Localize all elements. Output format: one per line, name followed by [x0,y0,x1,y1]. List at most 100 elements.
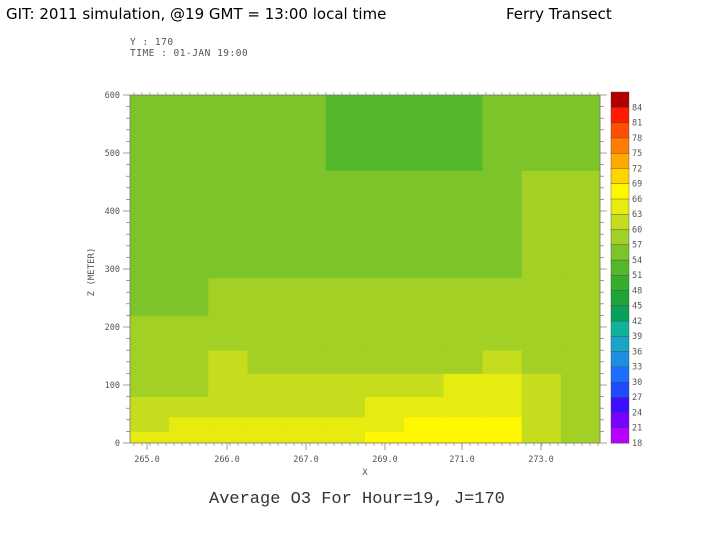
heatmap-cell [325,135,366,171]
colorbar-label: 27 [632,393,642,403]
heatmap-cell [325,315,366,351]
heatmap-cell [130,95,170,136]
heatmap-cell [365,277,405,316]
heatmap-cell [247,242,288,279]
heatmap-cell [247,396,288,418]
heatmap-cell [169,170,209,209]
heatmap-cell [208,135,248,171]
colorbar-label: 72 [632,164,642,174]
x-tick-label: 269.0 [372,455,398,465]
colorbar-label: 84 [632,103,642,113]
heatmap-cell [443,135,483,171]
heatmap-cell [560,431,601,444]
heatmap-cell [560,416,601,432]
heatmap-cell [130,242,170,279]
heatmap-cell [482,396,523,418]
heatmap-cell [521,431,562,444]
heatmap-cell [443,396,483,418]
heatmap-cell [482,135,523,171]
y-tick-label: 0 [115,439,120,449]
colorbar-label: 48 [632,286,642,296]
colorbar-swatch [610,335,630,352]
heatmap-cell [560,95,601,136]
colorbar-label: 78 [632,134,642,144]
heatmap-cell [208,416,248,432]
heatmap-cell [404,431,444,444]
heatmap-cell [286,396,327,418]
heatmap-cell [286,170,327,209]
colorbar-swatch [610,351,630,368]
heatmap-cell [521,277,562,316]
heatmap-cell [247,277,288,316]
heatmap-cell [365,431,405,444]
heatmap-cell [482,373,523,397]
heatmap-cell [521,416,562,432]
heatmap-cell [560,170,601,209]
colorbar-label: 51 [632,271,642,281]
heatmap-cell [521,396,562,418]
heatmap-cell [169,242,209,279]
heatmap-cell [325,170,366,209]
heatmap-cell [169,208,209,244]
heatmap-cell [443,431,483,444]
heatmap-cell [247,416,288,432]
heatmap-cell [482,242,523,279]
heatmap-cell [130,135,170,171]
heatmap-cell [208,95,248,136]
heatmap-cell [286,315,327,351]
heatmap-cell [404,170,444,209]
heatmap-cell [130,396,170,418]
heatmap-cell [208,208,248,244]
heatmap-cell [404,95,444,136]
colorbar-swatch [610,122,630,139]
colorbar-swatch [610,427,630,444]
heatmap-cell [482,277,523,316]
colorbar-label: 18 [632,439,642,449]
heatmap-cell [482,95,523,136]
heatmap-cell [521,208,562,244]
colorbar-swatch [610,213,630,230]
x-tick-label: 266.0 [214,455,240,465]
colorbar-label: 69 [632,180,642,190]
colorbar-swatch [610,229,630,246]
x-tick-label: 265.0 [134,455,160,465]
heatmap-cell [404,315,444,351]
heatmap-cell [404,135,444,171]
heatmap-cell [365,416,405,432]
heatmap-cell [443,95,483,136]
plot-header-y: Y : 170 [130,37,174,48]
heatmap-cell [208,350,248,374]
heatmap-cell [130,416,170,432]
heatmap-cell [169,95,209,136]
heatmap-cell [560,277,601,316]
heatmap-cell [404,208,444,244]
heatmap-cell [521,315,562,351]
heatmap-cell [443,277,483,316]
slide-title: GIT: 2011 simulation, @19 GMT = 13:00 lo… [6,5,387,23]
heatmap-cell [365,135,405,171]
heatmap-cell [286,416,327,432]
heatmap-cell [365,373,405,397]
heatmap-cell [208,396,248,418]
colorbar-label: 63 [632,210,642,220]
heatmap-cell [169,350,209,374]
colorbar-swatch [610,320,630,337]
heatmap-cell [286,431,327,444]
heatmap-cell [560,373,601,397]
colorbar-label: 39 [632,332,642,342]
y-axis-label: Z (METER) [87,248,97,297]
heatmap-cell [560,315,601,351]
heatmap-cell [560,350,601,374]
heatmap-cell [208,277,248,316]
heatmap-cell [404,242,444,279]
y-tick-label: 300 [105,265,120,275]
heatmap-cell [443,315,483,351]
colorbar-swatch [610,137,630,154]
colorbar-label: 24 [632,408,642,418]
heatmap-cell [169,315,209,351]
heatmap-cell [169,431,209,444]
axes: 0 100 200 300 400 500 600 265.0 266.0 267.0 269.0 2… [105,91,607,465]
heatmap-cell [482,416,523,432]
x-axis-label: X [362,468,368,478]
